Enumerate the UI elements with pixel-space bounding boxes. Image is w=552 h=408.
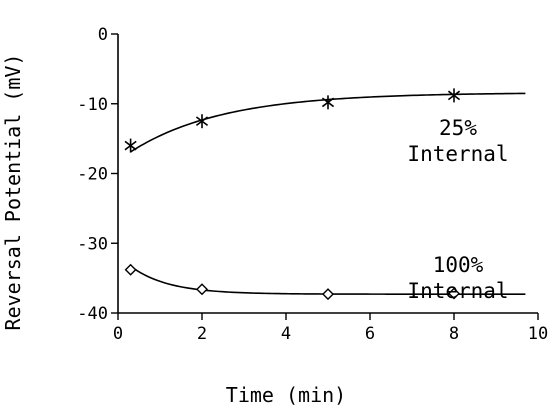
data-point-asterisk [124,138,137,153]
data-point-asterisk [321,95,335,110]
annotation-100-line1: 100% [433,253,484,277]
data-point-asterisk [447,88,461,103]
data-point-diamond [322,288,334,301]
annotation-100-line2: Internal [407,279,508,303]
annotation-25-line2: Internal [407,142,508,166]
y-axis-label: Reversal Potential (mV) [1,54,25,331]
labels: Time (min) Reversal Potential (mV) 25% I… [1,54,509,407]
data-markers [124,88,461,301]
y-tick-label: -40 [77,304,108,324]
annotation-25-line1: 25% [439,116,477,140]
x-axis-label: Time (min) [226,383,346,407]
y-tick-label: -30 [77,234,108,254]
x-tick-label: 2 [197,324,207,344]
y-tick-label: -10 [77,95,108,115]
ticks: 0-10-20-30-400 2 4 6 8 10 [77,25,548,344]
data-point-asterisk [195,114,209,129]
data-point-diamond [196,283,208,296]
data-point-diamond [448,287,460,300]
x-tick-label: 8 [449,324,459,344]
x-tick-label: 6 [365,324,375,344]
x-tick-label: 0 [113,324,123,344]
y-tick-label: -20 [77,165,108,185]
x-tick-label: 10 [528,324,548,344]
data-point-diamond [124,263,137,276]
y-tick-label: 0 [98,25,108,45]
x-tick-label: 4 [281,324,291,344]
